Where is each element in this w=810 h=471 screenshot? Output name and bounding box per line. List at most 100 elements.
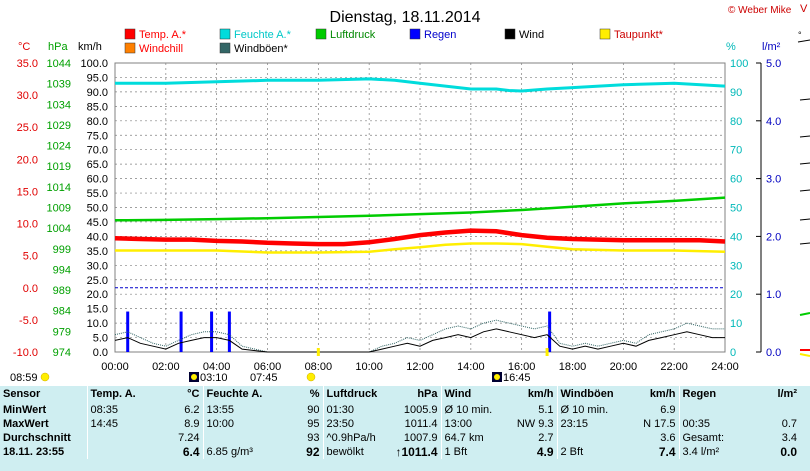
hpa-tick-label: 974: [53, 347, 71, 359]
table-cell: 2.7: [538, 432, 554, 444]
row-label: Durchschnitt: [3, 432, 71, 444]
celsius-tick-label: 25.0: [17, 122, 38, 134]
hpa-tick-label: 1039: [47, 79, 71, 91]
axis-unit-kmh: km/h: [78, 41, 102, 53]
sun-time-label: 07:45: [250, 372, 278, 384]
table-cell: 6.9: [660, 404, 676, 416]
hpa-tick-label: 1014: [47, 182, 71, 194]
x-axis: 00:00 02:00 04:00 06:00 08:00 10:00 12:00 14:00…: [101, 361, 739, 373]
x-tick-label: 16:00: [508, 361, 536, 373]
legend-swatch: [124, 42, 136, 54]
table-cell: [86, 431, 153, 445]
hpa-tick-label: 979: [53, 326, 71, 338]
table-cell: 95: [307, 418, 320, 430]
axis-unit-percent: %: [726, 41, 736, 53]
table-cell: 90: [307, 404, 320, 416]
legend-swatch: [219, 28, 231, 40]
axis-unit-celsius: °C: [18, 41, 30, 53]
x-tick-label: 10:00: [355, 361, 383, 373]
table-row: MinWert 08:35 6.2 13:55 90 01:30 1005.9 …: [0, 403, 800, 417]
kmh-tick-label: 15.0: [87, 304, 108, 316]
kmh-tick-label: 90.0: [87, 87, 108, 99]
kmh-tick-label: 95.0: [87, 72, 108, 84]
weather-chart: Dienstag, 18.11.2014 © Weber Mike Temp. …: [10, 3, 810, 384]
moon-time-label: 03:10: [200, 372, 228, 384]
moon-time-label: 16:45: [503, 372, 531, 384]
celsius-tick-label: 20.0: [17, 154, 38, 166]
axis-headers: °C hPa km/h % l/m²: [18, 41, 781, 53]
x-tick-label: 06:00: [254, 361, 282, 373]
kmh-tick-label: 60.0: [87, 174, 108, 186]
rain-tick-label: 0.0: [766, 347, 781, 359]
table-cell: [202, 431, 271, 445]
legend-label: Wind: [519, 29, 544, 41]
pressure-line: [114, 196, 726, 222]
chart-legend: Temp. A.* Feuchte A.* Luftdruck Regen Wind Ta…: [124, 28, 664, 55]
row-label: MinWert: [3, 404, 47, 416]
table-cell: 01:30: [322, 403, 389, 417]
percent-tick-label: 0: [730, 347, 736, 359]
table-cell: 4.9: [536, 445, 554, 459]
table-cell: 3.4 l/m²: [678, 445, 744, 459]
gusts-line: [114, 319, 725, 353]
legend-swatch: [315, 28, 327, 40]
percent-tick-label: 20: [730, 289, 742, 301]
dewpoint-line: [115, 242, 726, 254]
hpa-tick-label: 1029: [47, 120, 71, 132]
x-tick-label: 08:00: [305, 361, 333, 373]
rain-tick-label: 1.0: [766, 289, 781, 301]
axis-unit-hpa: hPa: [48, 41, 68, 53]
table-cell: 93: [307, 432, 320, 444]
table-cell: Gesamt:: [678, 431, 744, 445]
hpa-tick-label: 1004: [47, 223, 71, 235]
table-cell: 6.2: [184, 404, 200, 416]
copyright-text: © Weber Mike: [728, 5, 792, 16]
celsius-tick-label: 30.0: [17, 90, 38, 102]
x-tick-label: 02:00: [152, 361, 180, 373]
kmh-tick-label: 50.0: [87, 203, 108, 215]
kmh-tick-label: 55.0: [87, 188, 108, 200]
table-cell: ↑1011.4: [395, 445, 438, 459]
table-cell: 0.7: [781, 418, 797, 430]
humidity-line: [115, 77, 726, 93]
rain-tick-label: 2.0: [766, 231, 781, 243]
legend-swatch: [124, 28, 136, 40]
x-tick-label: 18:00: [559, 361, 587, 373]
table-cell: 23:50: [322, 417, 389, 431]
table-cell: 1011.4: [404, 418, 438, 430]
percent-tick-label: 70: [730, 145, 742, 157]
x-tick-label: 22:00: [660, 361, 688, 373]
table-cell: bewölkt: [322, 445, 389, 459]
kmh-tick-label: 10.0: [87, 318, 108, 330]
table-cell: 10:00: [202, 417, 271, 431]
astro-markers: 08:59 03:10 07:45 16:45: [10, 348, 549, 384]
hpa-tick-label: 1009: [47, 203, 71, 215]
x-tick-label: 14:00: [457, 361, 485, 373]
table-header: Sensor: [3, 388, 41, 400]
rain-bar: [179, 311, 183, 352]
percent-tick-label: 30: [730, 260, 742, 272]
table-cell: 00:35: [678, 417, 744, 431]
hpa-tick-label: 989: [53, 285, 71, 297]
table-cell: 08:35: [86, 403, 153, 417]
table-header: Wind: [440, 386, 501, 403]
legend-label: Temp. A.*: [139, 29, 187, 41]
celsius-tick-label: 0.0: [23, 283, 38, 295]
percent-tick-label: 40: [730, 231, 742, 243]
table-cell: NW 9.3: [516, 418, 554, 430]
moon-icon: [494, 374, 500, 380]
right-edge-fragment: V °: [797, 3, 810, 357]
table-cell: 6.4: [182, 445, 200, 459]
axis-unit-rain: l/m²: [762, 41, 781, 53]
kmh-tick-label: 35.0: [87, 246, 108, 258]
svg-text:°: °: [798, 30, 802, 40]
hpa-tick-label: 984: [53, 306, 71, 318]
kmh-tick-label: 80.0: [87, 116, 108, 128]
table-row: MaxWert 14:45 8.9 10:00 95 23:50 1011.4 …: [0, 417, 800, 431]
hpa-tick-label: 1044: [47, 58, 71, 70]
chart-title: Dienstag, 18.11.2014: [330, 9, 481, 26]
table-cell: [556, 431, 623, 445]
grid-lines: [114, 62, 726, 353]
table-cell: 2 Bft: [556, 445, 623, 459]
